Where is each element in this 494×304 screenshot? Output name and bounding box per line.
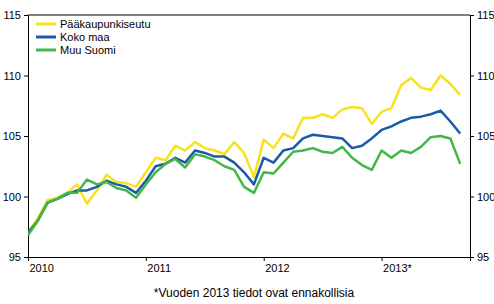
axis-line	[471, 16, 475, 258]
axis-line	[24, 16, 29, 258]
axis-line	[29, 258, 471, 262]
legend-swatch	[36, 23, 56, 26]
tick-mark	[470, 76, 474, 77]
y-tick: 105	[470, 130, 494, 142]
legend-swatch	[36, 49, 56, 52]
y-axis: 95 100 105 110 115	[3, 9, 29, 263]
tick-mark	[24, 257, 28, 258]
x-tick: 2011	[146, 257, 171, 274]
y-axis-right: 95 100 105 110 115	[470, 9, 494, 263]
tick-label: 100	[3, 191, 21, 203]
tick-label: 115	[477, 9, 494, 21]
series-line	[28, 111, 460, 233]
tick-label: 95	[477, 251, 489, 263]
tick-mark	[28, 257, 29, 261]
legend-label: Koko maa	[60, 31, 110, 43]
tick-mark	[264, 257, 265, 261]
tick-mark	[24, 76, 28, 77]
x-tick: 2013*	[382, 257, 412, 274]
tick-mark	[470, 136, 474, 137]
y-tick: 95	[470, 251, 489, 263]
x-tick: 2012	[264, 257, 289, 274]
chart: 95 100 105 110 115 95 100 105 110 115 2010 2011 2012…	[0, 0, 494, 304]
legend-item: Koko maa	[36, 31, 110, 43]
tick-label: 100	[477, 191, 494, 203]
footnote: *Vuoden 2013 tiedot ovat ennakollisia	[154, 286, 355, 300]
tick-label: 105	[3, 130, 21, 142]
y-tick: 100	[3, 191, 28, 203]
y-tick: 95	[9, 251, 28, 263]
tick-label: 2011	[147, 262, 171, 274]
tick-mark	[382, 257, 383, 261]
series-line	[28, 136, 460, 235]
lines	[28, 76, 460, 236]
legend-swatch	[36, 36, 56, 39]
tick-mark	[470, 15, 474, 16]
tick-mark	[24, 136, 28, 137]
tick-label: 2012	[265, 262, 289, 274]
x-axis: 2010 2011 2012 2013*	[29, 257, 471, 274]
legend: PääkaupunkiseutuKoko maaMuu Suomi	[36, 18, 151, 56]
plot: 95 100 105 110 115 95 100 105 110 115 2010 2011 2012…	[3, 9, 494, 274]
tick-label: 115	[3, 9, 21, 21]
tick-label: 110	[3, 70, 21, 82]
tick-label: 110	[477, 70, 494, 82]
tick-mark	[24, 197, 28, 198]
tick-label: 95	[9, 251, 21, 263]
x-tick: 2010	[29, 257, 54, 274]
y-tick: 110	[470, 70, 494, 82]
tick-label: 2013*	[383, 262, 412, 274]
y-tick: 105	[3, 130, 28, 142]
y-tick: 100	[470, 191, 494, 203]
y-tick: 115	[3, 9, 28, 21]
y-tick: 110	[3, 70, 28, 82]
legend-label: Pääkaupunkiseutu	[60, 18, 151, 30]
tick-label: 105	[477, 130, 494, 142]
legend-item: Pääkaupunkiseutu	[36, 18, 151, 30]
tick-mark	[470, 197, 474, 198]
legend-item: Muu Suomi	[36, 44, 116, 56]
frame-line	[28, 15, 470, 16]
tick-mark	[146, 257, 147, 261]
y-tick: 115	[470, 9, 494, 21]
tick-mark	[24, 15, 28, 16]
legend-label: Muu Suomi	[60, 44, 116, 56]
tick-label: 2010	[30, 262, 54, 274]
